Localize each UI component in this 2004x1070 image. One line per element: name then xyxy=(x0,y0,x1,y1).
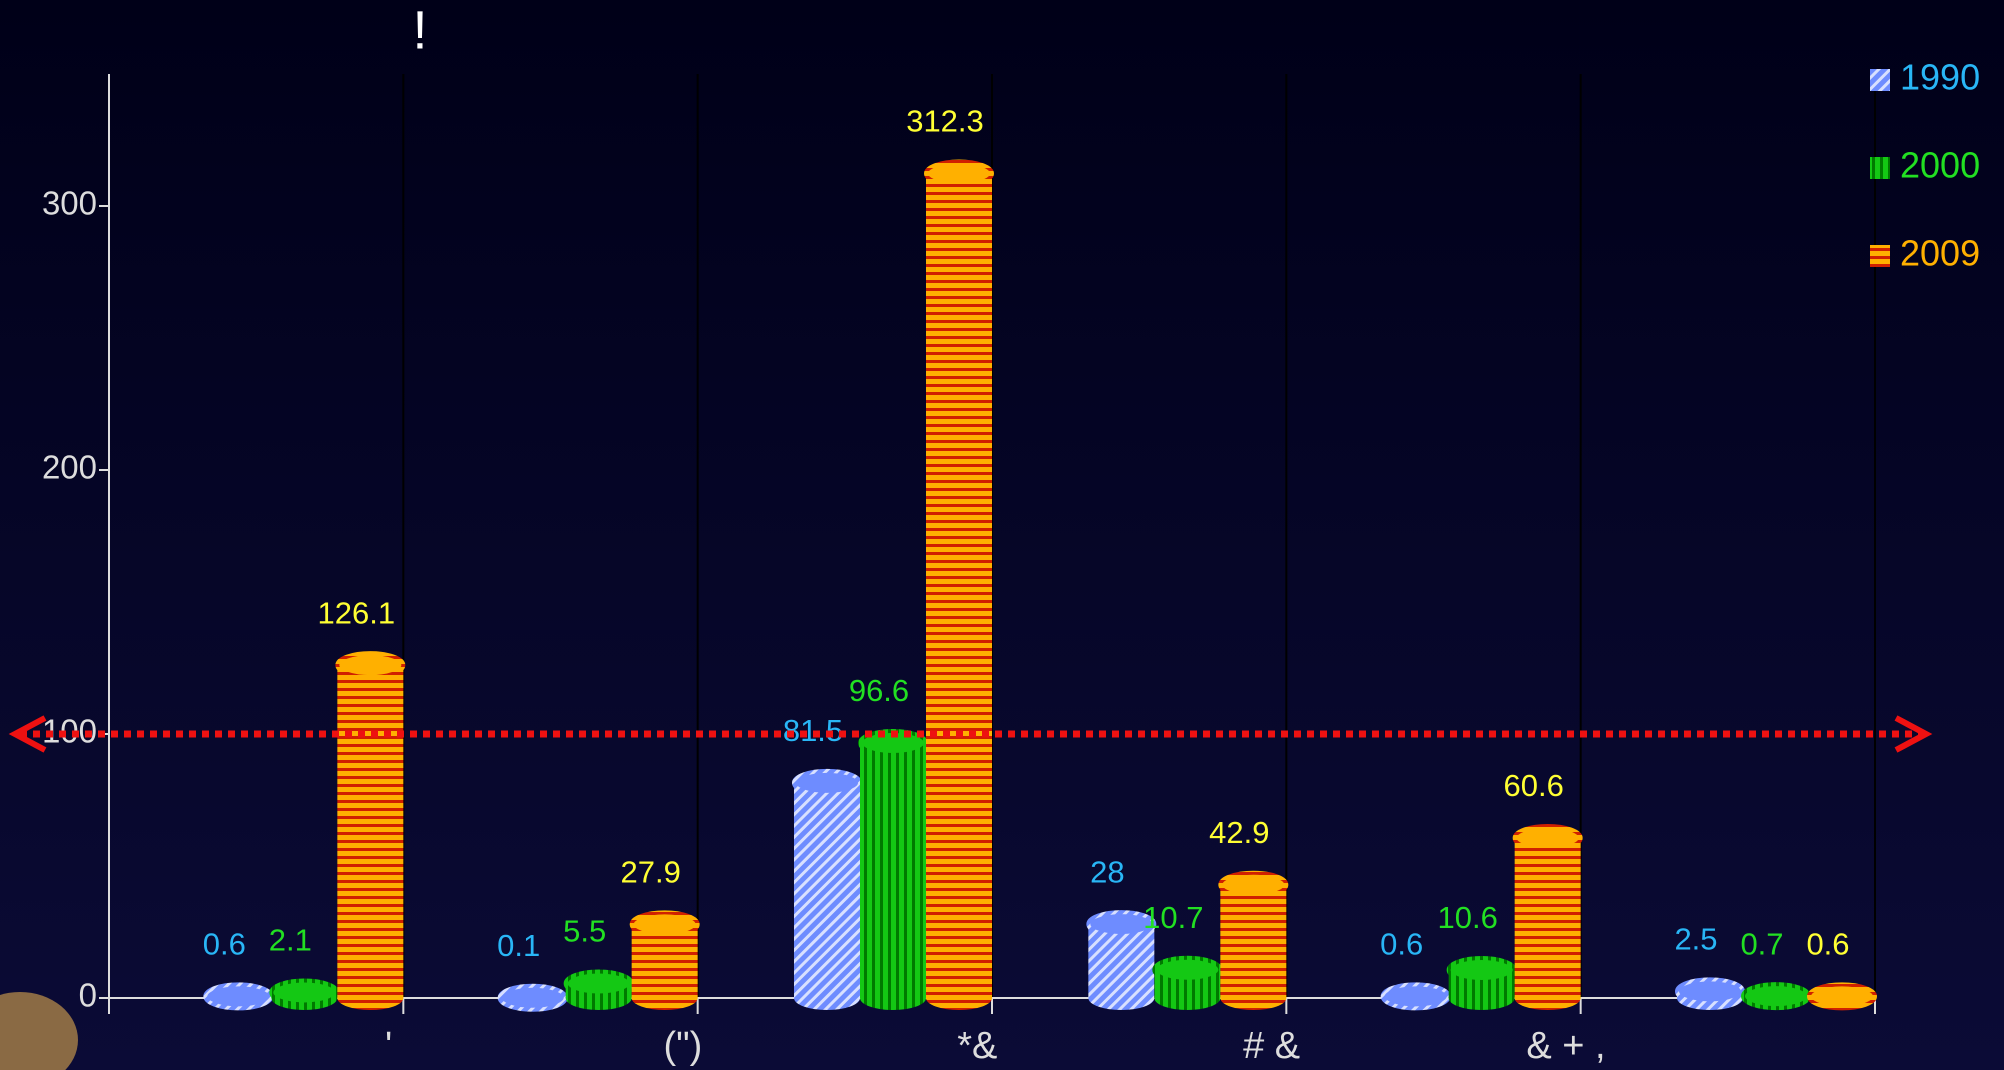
bar-bottom xyxy=(1515,986,1581,1010)
chart-title: ! xyxy=(412,0,427,60)
value-label: 0.6 xyxy=(203,927,246,962)
value-label: 0.1 xyxy=(497,928,540,963)
value-label: 0.7 xyxy=(1740,926,1783,961)
bar-bottom xyxy=(337,986,403,1010)
bar-bottom xyxy=(1449,986,1515,1010)
value-label: 10.6 xyxy=(1437,900,1497,935)
bar xyxy=(1449,958,1515,1010)
x-tick-label: (") xyxy=(664,1025,703,1067)
y-tick-label: 0 xyxy=(79,977,97,1014)
bar xyxy=(1515,826,1581,1010)
bar xyxy=(1154,958,1220,1010)
bar xyxy=(1809,984,1875,1010)
bar-body xyxy=(1220,885,1286,998)
bar-body xyxy=(1515,838,1581,998)
bar-top xyxy=(1515,826,1581,850)
legend-label: 2009 xyxy=(1900,233,1980,274)
value-label: 27.9 xyxy=(620,855,680,890)
bar-bottom xyxy=(926,986,992,1010)
chart: ! 01002003000.60.181.5280.62.52.15.596.6… xyxy=(0,0,2004,1070)
x-tick-label: *& xyxy=(957,1025,997,1067)
bar-top xyxy=(1383,984,1449,1008)
bar-body xyxy=(337,665,403,998)
bar xyxy=(860,731,926,1010)
bar-top xyxy=(1809,984,1875,1008)
bar-bottom xyxy=(632,986,698,1010)
value-label: 2.1 xyxy=(269,923,312,958)
value-label: 5.5 xyxy=(563,914,606,949)
value-label: 28 xyxy=(1090,854,1124,889)
bar-top xyxy=(566,971,632,995)
bar xyxy=(1677,979,1743,1010)
bar-top xyxy=(1743,984,1809,1008)
value-label: 42.9 xyxy=(1209,815,1269,850)
legend-swatch xyxy=(1870,69,1890,91)
value-label: 2.5 xyxy=(1674,922,1717,957)
x-tick-label: & + , xyxy=(1526,1025,1605,1067)
y-tick-label: 300 xyxy=(42,185,97,222)
bar xyxy=(1743,984,1809,1010)
bar xyxy=(1383,984,1449,1010)
bar-bottom xyxy=(860,986,926,1010)
background xyxy=(0,0,2004,1070)
bar-top xyxy=(794,771,860,795)
bar xyxy=(337,653,403,1010)
bar-top xyxy=(271,980,337,1004)
value-label: 10.7 xyxy=(1143,900,1203,935)
value-label: 0.6 xyxy=(1380,927,1423,962)
legend-swatch xyxy=(1870,157,1890,179)
bar-top xyxy=(1677,979,1743,1003)
legend-label: 2000 xyxy=(1900,145,1980,186)
value-label: 60.6 xyxy=(1503,768,1563,803)
y-tick-label: 200 xyxy=(42,449,97,486)
bar-top xyxy=(337,653,403,677)
bar-top xyxy=(1449,958,1515,982)
value-label: 312.3 xyxy=(906,104,984,139)
value-label: 96.6 xyxy=(849,673,909,708)
bar xyxy=(926,162,992,1010)
value-label: 0.6 xyxy=(1806,927,1849,962)
bar-top xyxy=(1154,958,1220,982)
bar xyxy=(566,971,632,1010)
bar-body xyxy=(926,174,992,998)
bar xyxy=(205,984,271,1010)
bar-top xyxy=(1220,873,1286,897)
legend-swatch xyxy=(1870,245,1890,267)
bar-bottom xyxy=(794,986,860,1010)
bar-body xyxy=(860,743,926,998)
bar-top xyxy=(205,984,271,1008)
bar-body xyxy=(794,783,860,998)
bar xyxy=(1220,873,1286,1010)
bar-bottom xyxy=(1088,986,1154,1010)
bar-top xyxy=(926,162,992,186)
value-label: 126.1 xyxy=(318,595,396,630)
bar xyxy=(632,912,698,1010)
bar-top xyxy=(632,912,698,936)
x-tick-label: ' xyxy=(385,1025,392,1067)
bar-bottom xyxy=(1220,986,1286,1010)
bar xyxy=(794,771,860,1010)
legend-label: 1990 xyxy=(1900,57,1980,98)
bar-top xyxy=(500,986,566,1010)
x-tick-label: # & xyxy=(1243,1025,1300,1067)
bar xyxy=(500,986,566,1010)
bar xyxy=(271,980,337,1010)
bar-bottom xyxy=(1154,986,1220,1010)
